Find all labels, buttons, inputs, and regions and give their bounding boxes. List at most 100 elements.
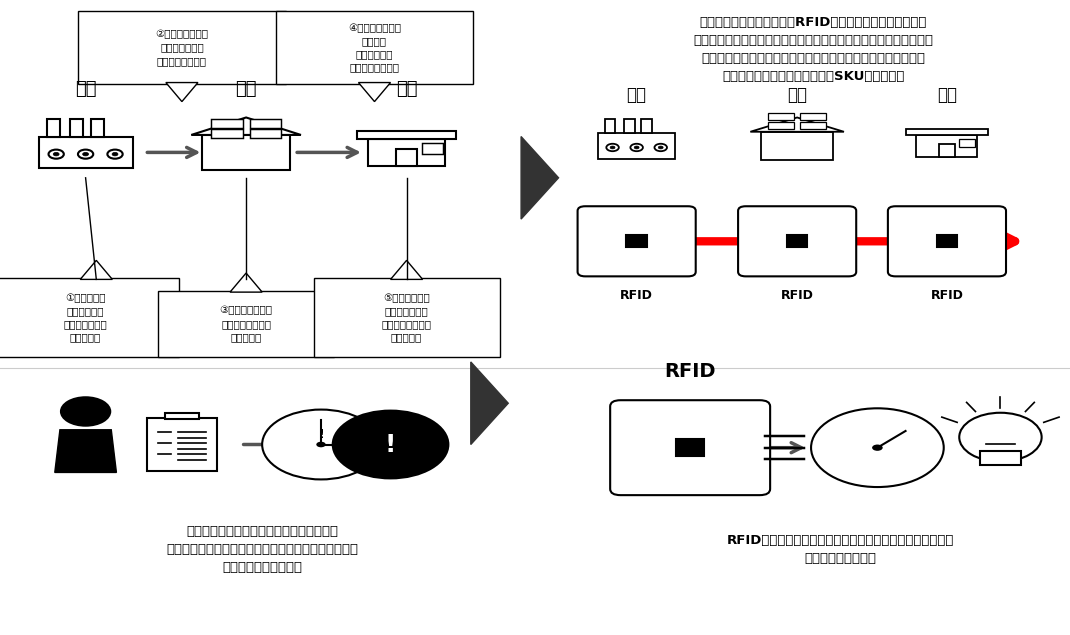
Circle shape <box>872 444 883 451</box>
Circle shape <box>607 144 618 151</box>
FancyBboxPatch shape <box>610 400 770 495</box>
Circle shape <box>655 144 667 151</box>
Bar <box>396 149 417 166</box>
Bar <box>936 235 958 248</box>
Circle shape <box>112 152 118 156</box>
Bar <box>800 113 826 120</box>
Bar <box>905 129 989 135</box>
Polygon shape <box>192 117 301 135</box>
Text: RFID: RFID <box>781 289 813 302</box>
Circle shape <box>317 442 325 447</box>
Text: ①どの商品が
どのぐらい、
つくり終わって
いるのか？: ①どの商品が どのぐらい、 つくり終わって いるのか？ <box>64 293 107 342</box>
Text: ②いつ、いくつの
商品が工場から
倉庫に届くのか？: ②いつ、いくつの 商品が工場から 倉庫に届くのか？ <box>155 29 209 66</box>
FancyBboxPatch shape <box>670 436 710 460</box>
Bar <box>761 131 834 160</box>
Bar <box>357 131 456 138</box>
FancyBboxPatch shape <box>932 232 962 250</box>
FancyBboxPatch shape <box>276 11 473 84</box>
Bar <box>148 418 216 471</box>
Circle shape <box>332 410 449 479</box>
Bar <box>211 119 243 128</box>
Circle shape <box>610 146 615 149</box>
Bar <box>916 135 978 157</box>
Bar <box>39 137 133 168</box>
Bar <box>626 235 647 248</box>
Text: ④いつ、いくつの
商品が、
どの倉庫から
店舗に届くのか？: ④いつ、いくつの 商品が、 どの倉庫から 店舗に届くのか？ <box>348 23 401 72</box>
Bar <box>71 119 83 137</box>
FancyBboxPatch shape <box>888 206 1006 276</box>
Text: !: ! <box>385 432 396 457</box>
Text: ⑤店舗の売場・
バックルームに
どれだけの商品が
あるのか？: ⑤店舗の売場・ バックルームに どれだけの商品が あるのか？ <box>382 293 431 342</box>
Text: 物流: 物流 <box>788 86 807 104</box>
Text: 在庫数を把握するために生産工場や倉庫、
店舗で人が確認をしていたことにより時間がかかり、
エラーも発生していた: 在庫数を把握するために生産工場や倉庫、 店舗で人が確認をしていたことにより時間が… <box>166 525 358 574</box>
FancyBboxPatch shape <box>622 232 652 250</box>
Text: 物流: 物流 <box>235 80 257 98</box>
Bar <box>605 119 615 133</box>
Bar <box>938 144 956 157</box>
Bar <box>598 133 675 159</box>
Bar <box>249 119 281 128</box>
FancyBboxPatch shape <box>593 215 681 267</box>
Polygon shape <box>391 260 423 279</box>
FancyBboxPatch shape <box>0 278 179 357</box>
FancyBboxPatch shape <box>630 412 750 483</box>
Bar <box>768 113 794 120</box>
FancyBboxPatch shape <box>753 215 841 267</box>
Circle shape <box>82 152 89 156</box>
Bar <box>959 139 976 147</box>
Text: 販売: 販売 <box>937 86 957 104</box>
Circle shape <box>48 150 64 159</box>
FancyBboxPatch shape <box>314 278 500 357</box>
Text: RFID: RFID <box>664 362 716 381</box>
Bar <box>676 439 704 456</box>
Text: RFID: RFID <box>931 289 963 302</box>
Polygon shape <box>166 83 198 102</box>
Circle shape <box>60 396 111 427</box>
Bar <box>800 121 826 128</box>
Circle shape <box>635 146 639 149</box>
Bar <box>249 130 281 138</box>
FancyBboxPatch shape <box>767 224 827 259</box>
Text: !: ! <box>318 429 324 441</box>
Circle shape <box>658 146 663 149</box>
Circle shape <box>54 152 59 156</box>
Text: 販売: 販売 <box>396 80 417 98</box>
Text: 生産: 生産 <box>75 80 96 98</box>
Bar <box>768 121 794 128</box>
Bar <box>47 119 60 137</box>
Bar <box>786 235 808 248</box>
Polygon shape <box>750 117 844 132</box>
Text: RFIDの導入により、在庫数を瞬時に確認することができ、
エラーも大幅に改善: RFIDの導入により、在庫数を瞬時に確認することができ、 エラーも大幅に改善 <box>727 534 953 565</box>
Bar <box>624 119 635 133</box>
FancyBboxPatch shape <box>738 206 856 276</box>
Circle shape <box>78 150 93 159</box>
Polygon shape <box>55 430 117 472</box>
Circle shape <box>960 413 1042 462</box>
FancyBboxPatch shape <box>78 11 286 84</box>
Bar <box>641 119 652 133</box>
Circle shape <box>811 408 944 487</box>
Polygon shape <box>471 362 508 444</box>
Bar <box>91 119 104 137</box>
Text: 生産: 生産 <box>627 86 646 104</box>
Bar <box>368 138 445 166</box>
Bar <box>202 135 290 170</box>
Text: 生産段階から全ての商品にRFIDを付けることで、どこに、
どれだけの商品があるのかを瞬時に正しく把握することができる。
在庫情報を各領域を越えて共有することがで: 生産段階から全ての商品にRFIDを付けることで、どこに、 どれだけの商品があるの… <box>693 16 933 83</box>
FancyBboxPatch shape <box>903 215 991 267</box>
Circle shape <box>630 144 643 151</box>
Polygon shape <box>358 83 391 102</box>
Bar <box>980 451 1021 465</box>
Circle shape <box>262 410 380 479</box>
FancyBboxPatch shape <box>158 291 334 357</box>
FancyBboxPatch shape <box>917 224 977 259</box>
Circle shape <box>107 150 123 159</box>
FancyBboxPatch shape <box>651 424 730 471</box>
FancyBboxPatch shape <box>782 232 812 250</box>
Text: RFID: RFID <box>621 289 653 302</box>
Polygon shape <box>521 137 559 219</box>
Polygon shape <box>230 273 262 292</box>
FancyBboxPatch shape <box>607 224 667 259</box>
Polygon shape <box>80 260 112 279</box>
Bar <box>165 413 199 419</box>
Bar <box>211 130 243 138</box>
